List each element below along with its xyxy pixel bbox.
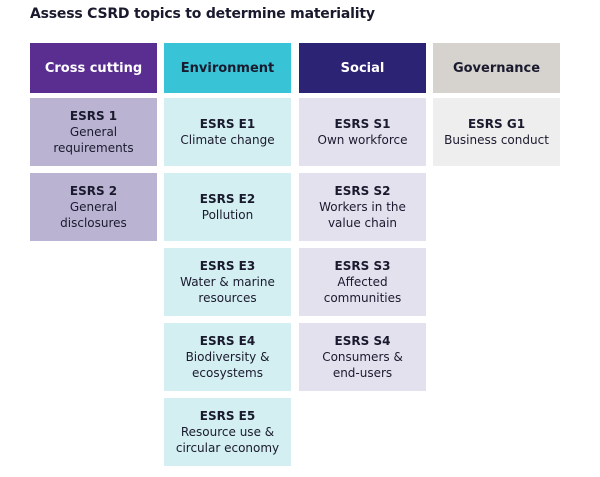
topic-code: ESRS S2	[334, 184, 391, 198]
topic-code: ESRS 1	[69, 109, 118, 123]
topic-label: Resource use & circular economy	[175, 425, 280, 455]
topic-card: ESRS E4 Biodiversity & ecosystems	[164, 323, 291, 391]
topic-label: Business conduct	[444, 133, 549, 147]
topic-label: Affected communities	[323, 275, 402, 305]
topic-label: General requirements	[53, 125, 134, 155]
topic-code: ESRS E1	[199, 117, 256, 131]
topic-code: ESRS E2	[199, 192, 256, 206]
topic-label: Own workforce	[317, 133, 408, 147]
topic-card: ESRS G1 Business conduct	[433, 98, 560, 166]
topic-label: Climate change	[180, 133, 275, 147]
topic-card: ESRS E3 Water & marine resources	[164, 248, 291, 316]
topic-card: ESRS S3 Affected communities	[299, 248, 426, 316]
title: Assess CSRD topics to determine material…	[30, 6, 375, 22]
topic-card: ESRS S1 Own workforce	[299, 98, 426, 166]
topic-card: ESRS E2 Pollution	[164, 173, 291, 241]
topic-code: ESRS E4	[199, 334, 256, 348]
topic-label: Water & marine resources	[180, 275, 275, 305]
topic-code: ESRS S1	[334, 117, 391, 131]
column-header: Cross cutting	[30, 43, 157, 93]
topic-code: ESRS 2	[69, 184, 118, 198]
topic-label: Biodiversity & ecosystems	[185, 350, 270, 380]
topic-card: ESRS E1 Climate change	[164, 98, 291, 166]
topic-label: General disclosures	[60, 200, 127, 230]
topic-card: ESRS 1 General requirements	[30, 98, 157, 166]
topic-card: ESRS S4 Consumers & end-users	[299, 323, 426, 391]
topic-label: Consumers & end-users	[322, 350, 403, 380]
column-header: Governance	[433, 43, 560, 93]
topic-label: Pollution	[201, 208, 254, 222]
column-header: Social	[299, 43, 426, 93]
topic-code: ESRS E3	[199, 259, 256, 273]
topic-card: ESRS E5 Resource use & circular economy	[164, 398, 291, 466]
topic-code: ESRS E5	[199, 409, 256, 423]
column-header: Environment	[164, 43, 291, 93]
topic-card: ESRS S2 Workers in the value chain	[299, 173, 426, 241]
topic-code: ESRS S3	[334, 259, 391, 273]
topic-card: ESRS 2 General disclosures	[30, 173, 157, 241]
topic-code: ESRS S4	[334, 334, 391, 348]
topic-label: Workers in the value chain	[319, 200, 406, 230]
topic-code: ESRS G1	[467, 117, 526, 131]
